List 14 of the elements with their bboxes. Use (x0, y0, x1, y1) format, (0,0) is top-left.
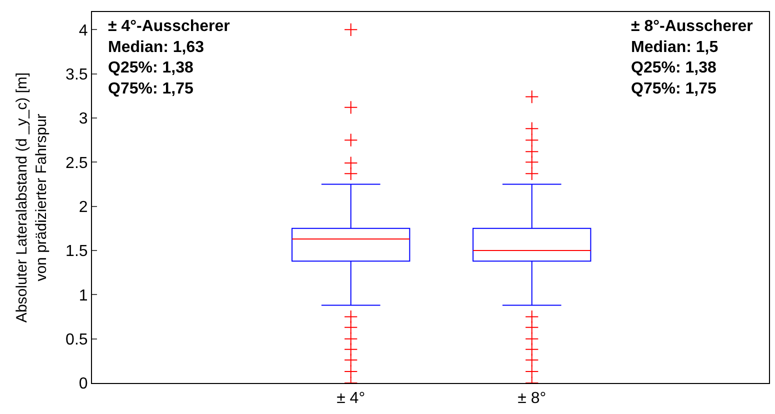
y-tick-label: 3.5 (66, 66, 88, 84)
y-tick-label: 0 (78, 376, 88, 393)
x-tick-label: ± 8° (518, 390, 546, 408)
annotation: ± 4°-Ausscherer Median: 1,63 Q25%: 1,38 Q75%: 1,75 (108, 18, 230, 98)
y-tick-label: 1.5 (66, 243, 88, 260)
y-tick-label: 1 (78, 287, 88, 304)
y-axis-title: Absoluter Lateralabstand (d _y_c) [m] von prädizierter Fahrspur (13, 72, 50, 323)
y-tick-label: 2 (78, 198, 88, 216)
y-tick-label: 0.5 (66, 331, 88, 348)
annotation: ± 8°-Ausscherer Median: 1,5 Q25%: 1,38 Q75%: 1,75 (631, 18, 753, 98)
x-tick-label: ± 4° (336, 390, 366, 408)
y-tick-label: 2.5 (66, 154, 88, 172)
y-tick-label: 3 (78, 110, 88, 128)
y-tick-label: 4 (78, 22, 88, 40)
